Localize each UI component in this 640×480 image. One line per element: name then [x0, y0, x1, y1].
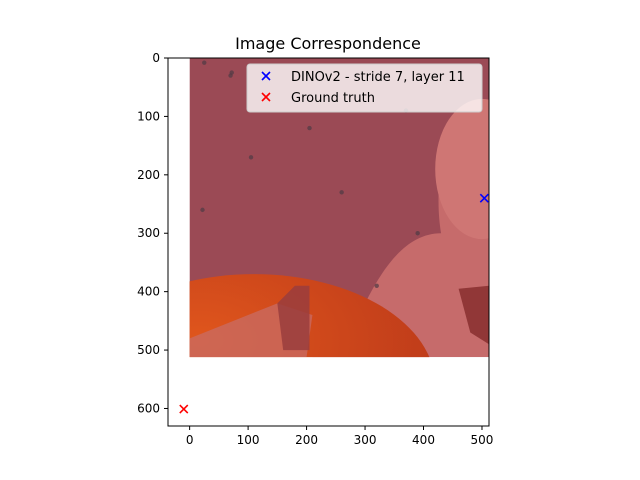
- marker-series-0: [479, 193, 489, 203]
- y-axis: 0 100 200 300 400 500 600: [137, 51, 168, 415]
- legend-box: [246, 63, 483, 113]
- legend-marker-1: [261, 92, 271, 102]
- legend-label-1: Ground truth: [291, 91, 375, 106]
- speckle: [415, 231, 420, 236]
- y-tick-label: 0: [152, 51, 160, 65]
- x-tick-label: 500: [471, 433, 494, 447]
- y-tick-label: 400: [137, 285, 160, 299]
- speckle: [248, 155, 254, 160]
- dark-block: [277, 285, 310, 351]
- light-blob: [435, 98, 489, 240]
- axes-frame: [167, 57, 490, 427]
- speckle: [339, 190, 344, 195]
- speckle: [307, 125, 312, 131]
- dark-block-right: [458, 285, 489, 345]
- speckle: [200, 207, 205, 213]
- marker-series-1: [179, 404, 189, 414]
- x-axis: 0 100 200 300 400 500: [186, 426, 494, 447]
- speckle: [228, 73, 233, 78]
- y-tick-label: 200: [137, 168, 160, 182]
- chart-title: Image Correspondence: [235, 34, 421, 53]
- x-tick-label: 200: [295, 433, 318, 447]
- x-tick-label: 0: [186, 433, 194, 447]
- plot-markers: [179, 193, 489, 414]
- x-tick-label: 100: [237, 433, 260, 447]
- legend: DINOv2 - stride 7, layer 11 Ground truth: [246, 63, 483, 113]
- y-tick-label: 500: [137, 343, 160, 357]
- y-tick-label: 300: [137, 226, 160, 240]
- y-tick-label: 100: [137, 109, 160, 123]
- y-tick-label: 600: [137, 401, 160, 415]
- x-tick-label: 400: [412, 433, 435, 447]
- x-tick-label: 300: [354, 433, 377, 447]
- legend-label-0: DINOv2 - stride 7, layer 11: [291, 70, 465, 85]
- speckle: [374, 283, 379, 289]
- legend-marker-0: [261, 71, 271, 81]
- speckle: [202, 60, 207, 65]
